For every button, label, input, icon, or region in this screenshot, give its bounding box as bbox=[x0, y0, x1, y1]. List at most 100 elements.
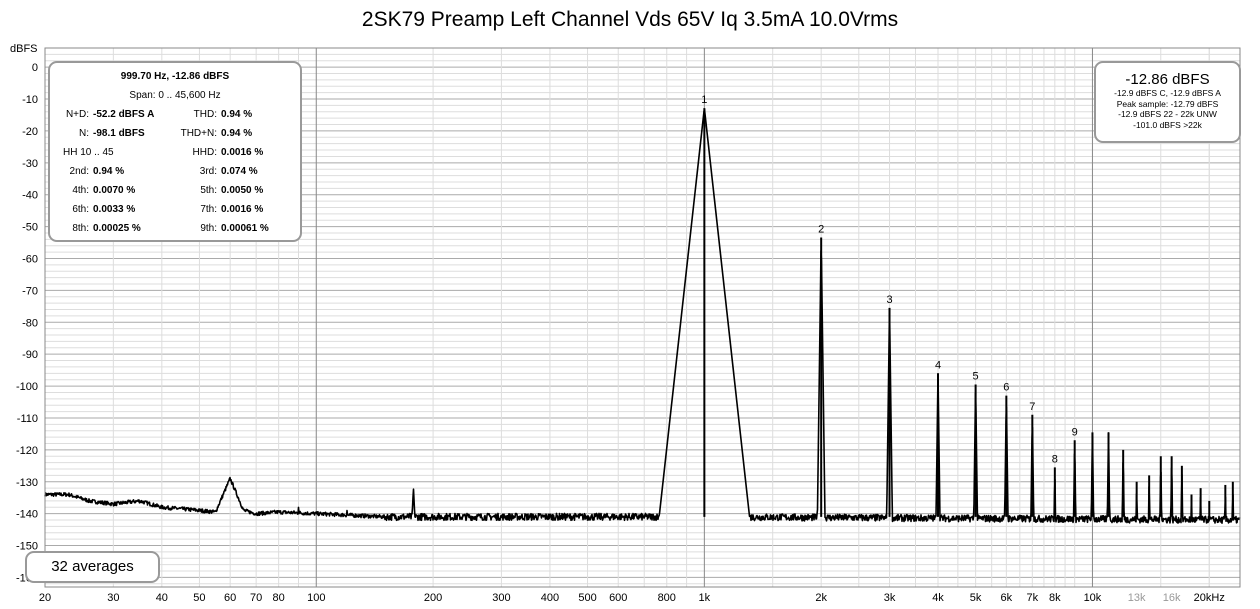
peak-label: 3 bbox=[886, 294, 892, 306]
stats-value: 0.00061 % bbox=[221, 223, 269, 234]
y-tick-label: -20 bbox=[22, 126, 38, 138]
x-tick-label: 5k bbox=[970, 592, 982, 604]
averages-panel: 32 averages bbox=[25, 551, 160, 583]
stats-row-right: 5th: 0.0050 % bbox=[170, 185, 263, 196]
stats-label: THD: bbox=[193, 109, 217, 120]
y-tick-label: -130 bbox=[16, 477, 38, 489]
stats-value: 0.94 % bbox=[93, 166, 125, 177]
x-tick-label: 1k bbox=[699, 592, 711, 604]
stats-row-right: THD+N: 0.94 % bbox=[170, 128, 253, 139]
stats-label: N: bbox=[79, 128, 89, 139]
stats-value: -52.2 dBFS A bbox=[93, 109, 155, 120]
peak-label: 5 bbox=[973, 370, 979, 382]
stats-label: 7th: bbox=[200, 204, 217, 215]
stats-row-left: N: -98.1 dBFS bbox=[58, 128, 145, 139]
stats-row-right: HHD: 0.0016 % bbox=[170, 147, 264, 158]
stats-label: 6th: bbox=[72, 204, 89, 215]
stats-panel: 999.70 Hz, -12.86 dBFS Span: 0 .. 45,600… bbox=[48, 61, 302, 242]
level-line: -12.9 dBFS 22 - 22k UNW bbox=[1118, 109, 1217, 120]
x-tick-label: 800 bbox=[658, 592, 676, 604]
x-tick-label: 60 bbox=[224, 592, 236, 604]
y-tick-label: -70 bbox=[22, 285, 38, 297]
stats-label: 5th: bbox=[200, 185, 217, 196]
stats-value: 0.0050 % bbox=[221, 185, 264, 196]
stats-label: HHD: bbox=[192, 147, 217, 158]
x-tick-label: 30 bbox=[107, 592, 119, 604]
y-tick-label: -50 bbox=[22, 222, 38, 234]
stats-value: 0.0016 % bbox=[221, 204, 264, 215]
peak-label: 7 bbox=[1029, 401, 1035, 413]
stats-label: 4th: bbox=[72, 185, 89, 196]
x-tick-label: 400 bbox=[541, 592, 559, 604]
x-tick-label: 200 bbox=[424, 592, 442, 604]
y-tick-label: -10 bbox=[22, 94, 38, 106]
stats-row-right: 7th: 0.0016 % bbox=[170, 204, 263, 215]
x-tick-label: 4k bbox=[932, 592, 944, 604]
stats-row-left: N+D: -52.2 dBFS A bbox=[58, 109, 154, 120]
stats-label: 9th: bbox=[200, 223, 217, 234]
stats-row-left: 2nd: 0.94 % bbox=[58, 166, 125, 177]
y-tick-label: -150 bbox=[16, 541, 38, 553]
level-line: -101.0 dBFS >22k bbox=[1133, 119, 1202, 130]
x-tick-label: 16k bbox=[1163, 592, 1181, 604]
stats-label: N+D: bbox=[65, 109, 89, 120]
x-tick-label: 20kHz bbox=[1194, 592, 1225, 604]
x-tick-label: 7k bbox=[1027, 592, 1039, 604]
stats-row-right: THD: 0.94 % bbox=[170, 109, 252, 120]
stats-value: 0.0016 % bbox=[221, 147, 264, 158]
y-tick-label: -30 bbox=[22, 158, 38, 170]
stats-label: 3rd: bbox=[199, 166, 217, 177]
x-tick-label: 2k bbox=[815, 592, 827, 604]
level-line: Peak sample: -12.79 dBFS bbox=[1116, 98, 1219, 109]
y-tick-label: -90 bbox=[22, 349, 38, 361]
level-panel: -12.86 dBFS -12.9 dBFS C, -12.9 dBFS A P… bbox=[1094, 61, 1241, 143]
stats-row-right: 3rd: 0.074 % bbox=[170, 166, 258, 177]
peak-label: 4 bbox=[935, 359, 941, 371]
y-axis-label: dBFS bbox=[10, 43, 38, 55]
level-line: -12.9 dBFS C, -12.9 dBFS A bbox=[1114, 88, 1221, 98]
stats-value: -98.1 dBFS bbox=[93, 128, 145, 139]
x-tick-label: 50 bbox=[193, 592, 205, 604]
x-tick-label: 300 bbox=[492, 592, 510, 604]
x-tick-label: 70 bbox=[250, 592, 262, 604]
x-tick-label: 13k bbox=[1128, 592, 1146, 604]
peak-label: 9 bbox=[1072, 426, 1078, 438]
peak-label: 6 bbox=[1003, 382, 1009, 394]
stats-span: Span: 0 .. 45,600 Hz bbox=[129, 90, 221, 101]
y-tick-label: -100 bbox=[16, 381, 38, 393]
x-tick-label: 500 bbox=[578, 592, 596, 604]
peak-label: 1 bbox=[701, 94, 707, 106]
peak-label: 2 bbox=[818, 223, 824, 235]
x-tick-label: 80 bbox=[273, 592, 285, 604]
x-tick-label: 6k bbox=[1001, 592, 1013, 604]
x-tick-label: 10k bbox=[1084, 592, 1102, 604]
stats-header: 999.70 Hz, -12.86 dBFS bbox=[120, 71, 230, 82]
spectrum-trace bbox=[44, 108, 1241, 524]
stats-row-left: 4th: 0.0070 % bbox=[58, 185, 135, 196]
y-tick-label: -140 bbox=[16, 509, 38, 521]
y-tick-label: -40 bbox=[22, 190, 38, 202]
y-tick-label: -110 bbox=[17, 413, 38, 425]
stats-row-left: HH 10 .. 45 bbox=[58, 147, 118, 158]
x-tick-label: 3k bbox=[884, 592, 896, 604]
plot-frame bbox=[44, 47, 1241, 588]
peak-label: 8 bbox=[1052, 453, 1058, 465]
y-tick-label: -120 bbox=[16, 445, 38, 457]
y-tick-label: -80 bbox=[22, 317, 38, 329]
stats-value: 0.0070 % bbox=[93, 185, 136, 196]
stats-label: 2nd: bbox=[69, 166, 89, 177]
chart-title: 2SK79 Preamp Left Channel Vds 65V Iq 3.5… bbox=[361, 8, 899, 31]
stats-row-left: 6th: 0.0033 % bbox=[58, 204, 135, 215]
level-main-value: -12.86 dBFS bbox=[1125, 71, 1210, 88]
stats-label: HH 10 .. 45 bbox=[63, 147, 114, 158]
x-tick-label: 8k bbox=[1049, 592, 1061, 604]
stats-label: THD+N: bbox=[180, 128, 217, 139]
stats-value: 0.074 % bbox=[221, 166, 258, 177]
stats-label: 8th: bbox=[72, 223, 89, 234]
y-tick-label: 0 bbox=[32, 62, 38, 74]
x-tick-label: 100 bbox=[307, 592, 325, 604]
stats-row-right: 9th: 0.00061 % bbox=[170, 223, 269, 234]
stats-value: 0.0033 % bbox=[93, 204, 136, 215]
stats-value: 0.94 % bbox=[221, 109, 253, 120]
x-tick-label: 40 bbox=[156, 592, 168, 604]
